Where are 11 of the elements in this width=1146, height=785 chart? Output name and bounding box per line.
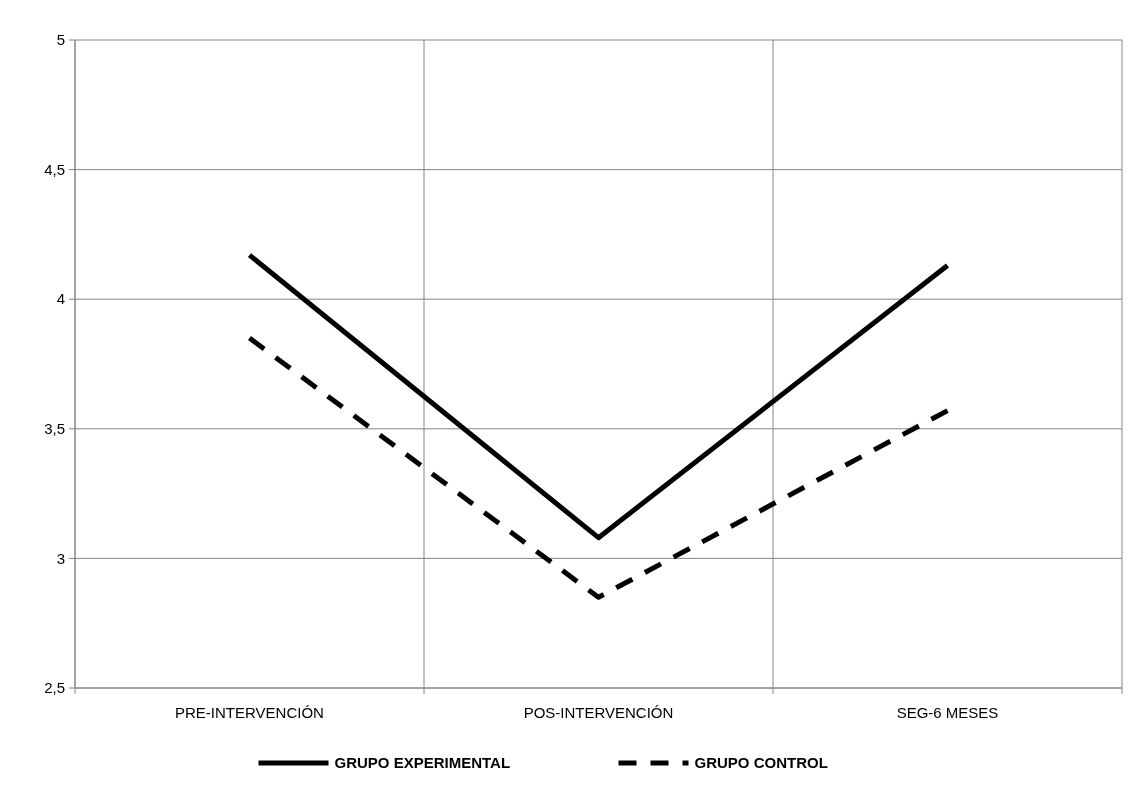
x-tick-label: POS-INTERVENCIÓN bbox=[523, 704, 674, 721]
y-tick-label: 4,5 bbox=[44, 160, 65, 178]
y-tick-label: 4 bbox=[56, 290, 65, 308]
legend-label: GRUPO EXPERIMENTAL bbox=[334, 754, 511, 772]
x-tick-label: PRE-INTERVENCIÓN bbox=[175, 704, 324, 721]
x-tick-label: SEG-6 MESES bbox=[896, 704, 999, 721]
legend-label: GRUPO CONTROL bbox=[694, 754, 828, 772]
y-tick-label: 5 bbox=[56, 31, 65, 49]
y-tick-label: 2,5 bbox=[44, 679, 65, 697]
y-tick-label: 3 bbox=[56, 549, 65, 567]
y-tick-label: 3,5 bbox=[44, 420, 65, 438]
